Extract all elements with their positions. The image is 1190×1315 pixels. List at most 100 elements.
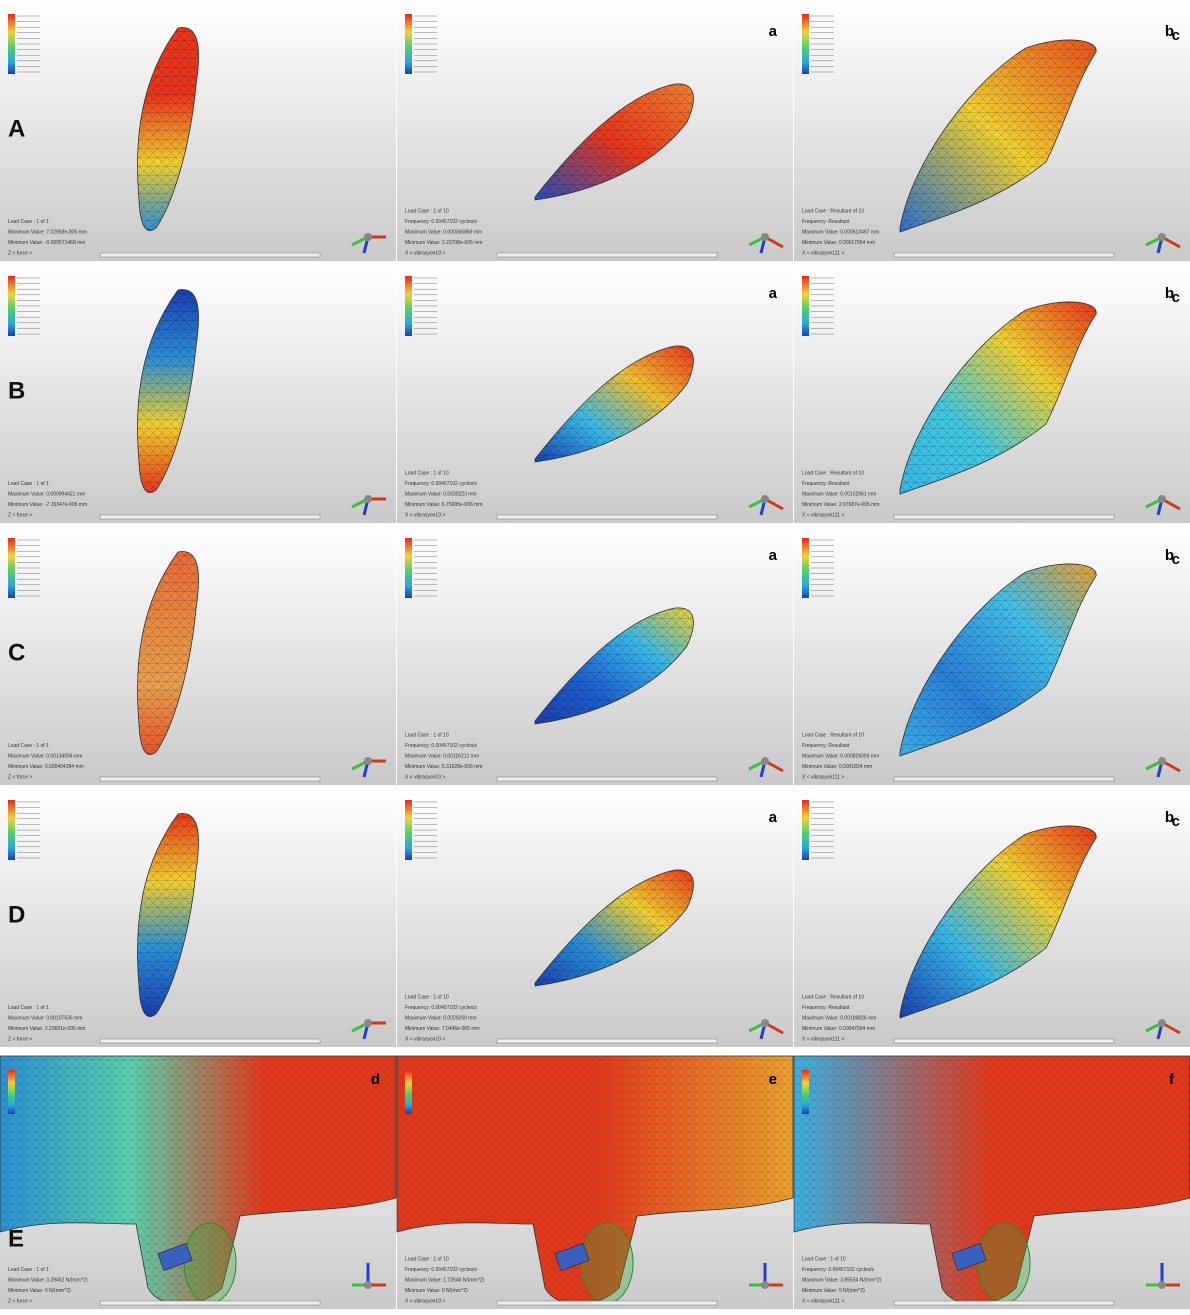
scale-bar xyxy=(497,253,717,257)
scale-bar xyxy=(497,1039,717,1043)
load-case-info: X < vibrasyon111 > xyxy=(802,1036,844,1042)
load-case-info: Load Case : 1 of 10 xyxy=(802,1256,846,1262)
figure: ALoad Case : 1 of 1Maximum Value: 7.0295… xyxy=(0,0,1190,1310)
implant-shadow xyxy=(978,1223,1030,1303)
load-case-info: Load Case : 1 of 1 xyxy=(8,743,49,749)
axis-origin xyxy=(364,757,372,765)
axis-origin xyxy=(761,495,769,503)
panel-letter: a xyxy=(769,285,778,302)
load-case-info: Frequency: Resultant xyxy=(802,481,850,487)
panel: a Load Case : 1 of 10 Frequency: 0.0045710… xyxy=(397,524,793,785)
load-case-info: X < vibrasyon10 > xyxy=(405,512,445,518)
panel-letter: a xyxy=(769,547,778,564)
axis-origin xyxy=(761,1281,769,1289)
load-case-info: Frequency: 0.00457102 cycles/s xyxy=(405,219,477,225)
load-case-info: Maximum Value: 3.29452 N/(mm^2) xyxy=(8,1277,88,1283)
legend-bar xyxy=(8,538,15,598)
panel: BLoad Case : 1 of 1Maximum Value: 0.0009… xyxy=(0,262,396,523)
scale-bar xyxy=(894,1301,1114,1305)
load-case-info: Z < force > xyxy=(8,512,32,518)
load-case-info: Minimum Value: 0 N/(mm^2) xyxy=(405,1288,468,1294)
panel-letter: a xyxy=(769,809,778,826)
load-case-info: Load Case : 1 of 10 xyxy=(405,208,449,214)
load-case-info: Maximum Value: 0.000365869 mm xyxy=(405,229,482,235)
legend-bar xyxy=(802,800,809,860)
row-label: B xyxy=(8,377,25,404)
load-case-info: Frequency: 0.00457102 cycles/s xyxy=(802,1267,874,1273)
load-case-info: Frequency: 0.00457102 cycles/s xyxy=(405,1267,477,1273)
panel: eLoad Case : 1 of 10Frequency: 0.0045710… xyxy=(397,1048,793,1309)
axis-origin xyxy=(364,1019,372,1027)
load-case-info: Minimum Value: 0.0001834 mm xyxy=(802,764,872,770)
load-case-info: Frequency: 0.00457102 cycles/s xyxy=(405,743,477,749)
panel-background xyxy=(0,786,396,1047)
load-case-info: X < vibrasyon10 > xyxy=(405,774,445,780)
load-case-info: Maximum Value: 0.000994421 mm xyxy=(8,491,85,497)
load-case-info: Z < force > xyxy=(8,1298,32,1304)
axis-origin xyxy=(761,233,769,241)
load-case-info: Load Case : Resultant of 10 xyxy=(802,732,864,738)
panel-background xyxy=(0,524,396,785)
implant-shadow xyxy=(581,1223,633,1303)
legend-bar xyxy=(802,538,809,598)
load-case-info: Minimum Value: 2.23691e-005 mm xyxy=(8,1026,85,1032)
load-case-info: Frequency: Resultant xyxy=(802,219,850,225)
load-case-info: Maximum Value: 0.0030223 mm xyxy=(405,491,477,497)
load-case-info: Load Case : 1 of 10 xyxy=(405,732,449,738)
row-label: E xyxy=(8,1225,24,1252)
legend-bar xyxy=(405,276,412,336)
load-case-info: X < vibrasyon10 > xyxy=(405,250,445,256)
axis-origin xyxy=(1158,1281,1166,1289)
load-case-info: Minimum Value: 0 N/(mm^2) xyxy=(802,1288,865,1294)
load-case-info: Load Case : 1 of 10 xyxy=(405,470,449,476)
load-case-info: X < vibrasyon10 > xyxy=(405,1036,445,1042)
scale-bar xyxy=(100,777,320,781)
panel-letter: d xyxy=(371,1071,380,1088)
load-case-info: Load Case : 1 of 10 xyxy=(405,994,449,1000)
legend-bar xyxy=(405,1070,412,1114)
load-case-info: Frequency: Resultant xyxy=(802,743,850,749)
legend-bar xyxy=(8,1070,15,1114)
axis-origin xyxy=(1158,757,1166,765)
implant-shadow xyxy=(184,1223,236,1303)
load-case-info: Minimum Value: 6.75695e-006 mm xyxy=(405,502,482,508)
load-case-info: Maximum Value: 0.00116212 mm xyxy=(405,753,479,759)
panel: fLoad Case : 1 of 10Frequency: 0.0045710… xyxy=(794,1048,1190,1309)
legend-bar xyxy=(8,276,15,336)
legend-bar xyxy=(405,538,412,598)
load-case-info: Maximum Value: 0.00107636 mm xyxy=(8,1015,82,1021)
load-case-info: Minimum Value: 3.23708e-005 mm xyxy=(405,240,482,246)
scale-bar xyxy=(497,777,717,781)
panel: bLoad Case : Resultant of 10Frequency: R… xyxy=(794,262,1190,523)
legend-bar xyxy=(8,800,15,860)
load-case-info: Minimum Value: 0.00047004 mm xyxy=(802,1026,875,1032)
load-case-info: Z < force > xyxy=(8,250,32,256)
row-label: A xyxy=(8,115,25,142)
load-case-info: X < vibrasyon111 > xyxy=(802,250,844,256)
load-case-info: Minimum Value: 2.97687e-005 mm xyxy=(802,502,879,508)
load-case-info: Load Case : Resultant of 10 xyxy=(802,994,864,1000)
panel-background xyxy=(0,262,396,523)
panel: dELoad Case : 1 of 1Maximum Value: 3.294… xyxy=(0,1048,396,1309)
panel: bLoad Case : Resultant of 10Frequency: R… xyxy=(794,524,1190,785)
panel-background xyxy=(0,0,396,261)
load-case-info: Minimum Value: 0.00017054 mm xyxy=(802,240,875,246)
load-case-info: Z < force > xyxy=(8,1036,32,1042)
scale-bar xyxy=(100,1039,320,1043)
load-case-info: Minimum Value: -7.15347e-005 mm xyxy=(8,502,87,508)
scale-bar xyxy=(100,1301,320,1305)
panel: aLoad Case : 1 of 10Frequency: 0.0045710… xyxy=(397,0,793,261)
load-case-info: Maximum Value: 0.00134094 mm xyxy=(8,753,82,759)
panel-letter: c xyxy=(1172,27,1180,44)
scale-bar xyxy=(894,515,1114,519)
axis-origin xyxy=(364,1281,372,1289)
panel: aLoad Case : 1 of 10Frequency: 0.0045710… xyxy=(397,786,793,1047)
load-case-info: X < vibrasyon111 > xyxy=(802,1298,844,1304)
legend-bar xyxy=(405,800,412,860)
scale-bar xyxy=(894,777,1114,781)
load-case-info: Maximum Value: 0.00152061 mm xyxy=(802,491,876,497)
axis-origin xyxy=(761,1019,769,1027)
